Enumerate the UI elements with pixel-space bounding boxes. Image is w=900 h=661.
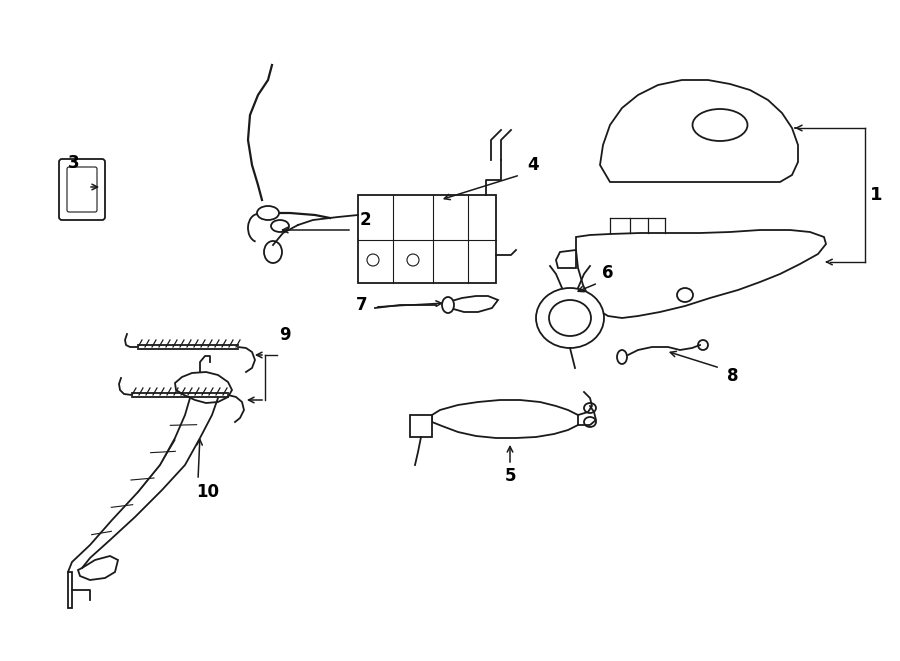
Ellipse shape: [257, 206, 279, 220]
Polygon shape: [556, 250, 576, 268]
FancyBboxPatch shape: [59, 159, 105, 220]
Ellipse shape: [536, 288, 604, 348]
Text: 3: 3: [68, 154, 80, 172]
Bar: [410, 415, 432, 437]
Polygon shape: [175, 372, 232, 403]
FancyBboxPatch shape: [67, 167, 97, 212]
Ellipse shape: [584, 403, 596, 413]
Bar: [358, 195, 496, 283]
Polygon shape: [432, 400, 578, 438]
Ellipse shape: [549, 300, 591, 336]
Text: 2: 2: [359, 211, 371, 229]
Text: 10: 10: [196, 483, 220, 501]
Ellipse shape: [442, 297, 454, 313]
Text: 8: 8: [727, 367, 739, 385]
Circle shape: [407, 254, 419, 266]
Text: 6: 6: [602, 264, 614, 282]
Ellipse shape: [617, 350, 627, 364]
Polygon shape: [78, 556, 118, 580]
Polygon shape: [446, 296, 498, 312]
Text: 7: 7: [356, 296, 368, 314]
Circle shape: [698, 340, 708, 350]
Ellipse shape: [271, 220, 289, 232]
Circle shape: [367, 254, 379, 266]
Polygon shape: [576, 230, 826, 318]
Ellipse shape: [692, 109, 748, 141]
Polygon shape: [68, 572, 72, 608]
Ellipse shape: [584, 417, 596, 427]
Polygon shape: [600, 80, 798, 182]
Text: 4: 4: [527, 156, 539, 174]
Ellipse shape: [677, 288, 693, 302]
Text: 9: 9: [279, 326, 291, 344]
Text: 5: 5: [504, 467, 516, 485]
Ellipse shape: [264, 241, 282, 263]
Text: 1: 1: [869, 186, 882, 204]
